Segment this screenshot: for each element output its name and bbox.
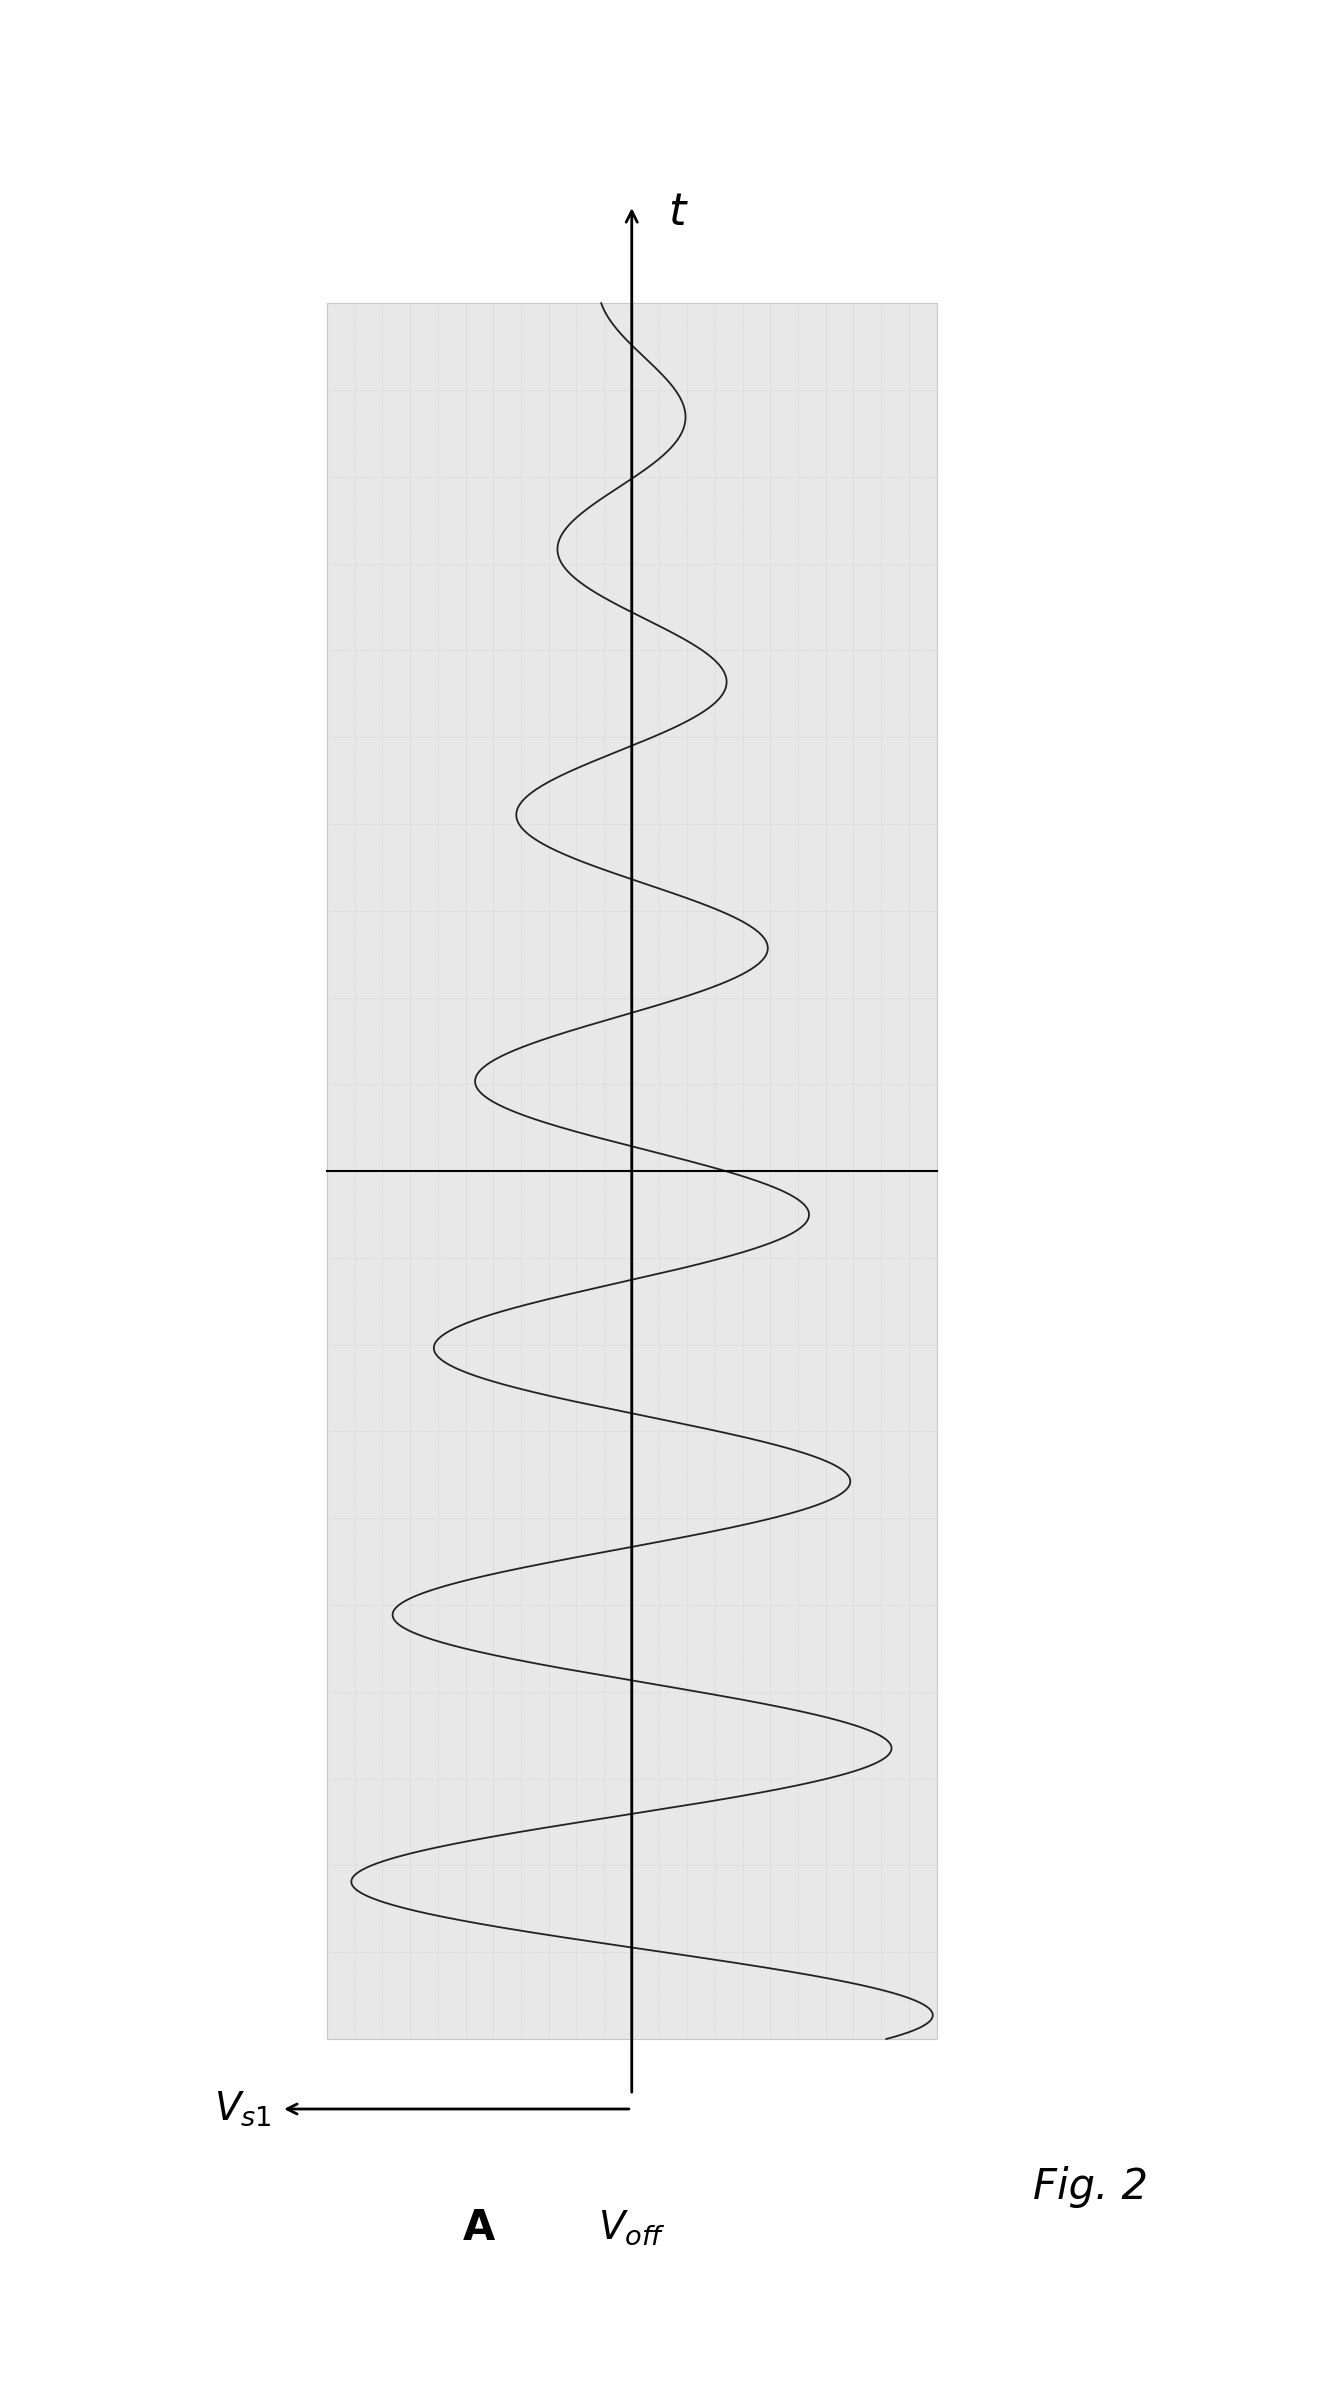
Text: A: A	[463, 2206, 496, 2249]
Text: Fig. 2: Fig. 2	[1033, 2165, 1148, 2208]
Text: $V_{s1}$: $V_{s1}$	[214, 2089, 273, 2129]
FancyBboxPatch shape	[327, 304, 936, 2039]
Text: $V_{off}$: $V_{off}$	[597, 2208, 666, 2247]
Text: t: t	[669, 191, 686, 234]
